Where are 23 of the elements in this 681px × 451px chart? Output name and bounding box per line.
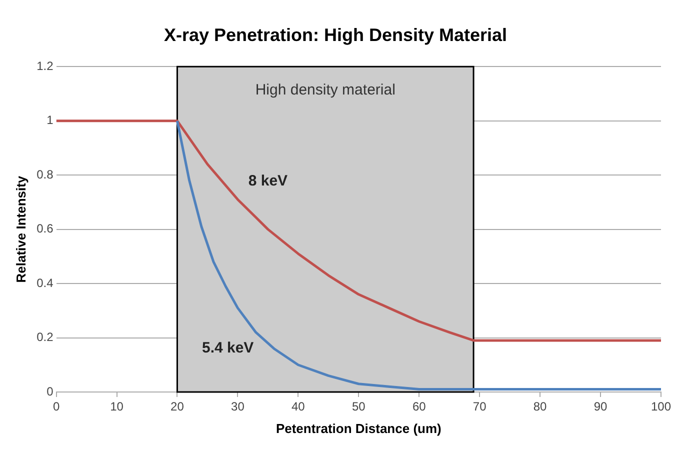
x-tick-label: 60 — [412, 400, 426, 414]
y-tick-label: 1.2 — [36, 58, 54, 73]
y-tick-label: 0.6 — [36, 222, 54, 236]
x-tick-label: 30 — [231, 400, 245, 414]
y-tick-label: 0.4 — [36, 276, 54, 290]
series-label: 5.4 keV — [202, 339, 254, 356]
x-tick-label: 90 — [594, 400, 608, 414]
x-tick-label: 100 — [650, 400, 672, 414]
x-tick-label: 70 — [472, 400, 487, 414]
y-axis-title: Relative Intensity — [13, 175, 28, 283]
x-tick-label: 50 — [352, 400, 366, 414]
x-tick-label: 80 — [533, 400, 548, 414]
series-label: 8 keV — [248, 172, 288, 190]
y-tick-label: 0.2 — [36, 330, 54, 344]
chart-title: X-ray Penetration: High Density Material — [164, 24, 508, 45]
x-tick-label: 10 — [110, 400, 124, 414]
x-axis-title: Petentration Distance (um) — [276, 420, 442, 436]
y-tick-label: 1 — [46, 113, 54, 128]
band-label: High density material — [255, 82, 396, 99]
x-tick-label: 40 — [291, 400, 306, 414]
x-tick-label: 20 — [170, 400, 184, 414]
y-tick-label: 0.8 — [36, 167, 54, 182]
y-tick-label: 0 — [46, 384, 54, 398]
